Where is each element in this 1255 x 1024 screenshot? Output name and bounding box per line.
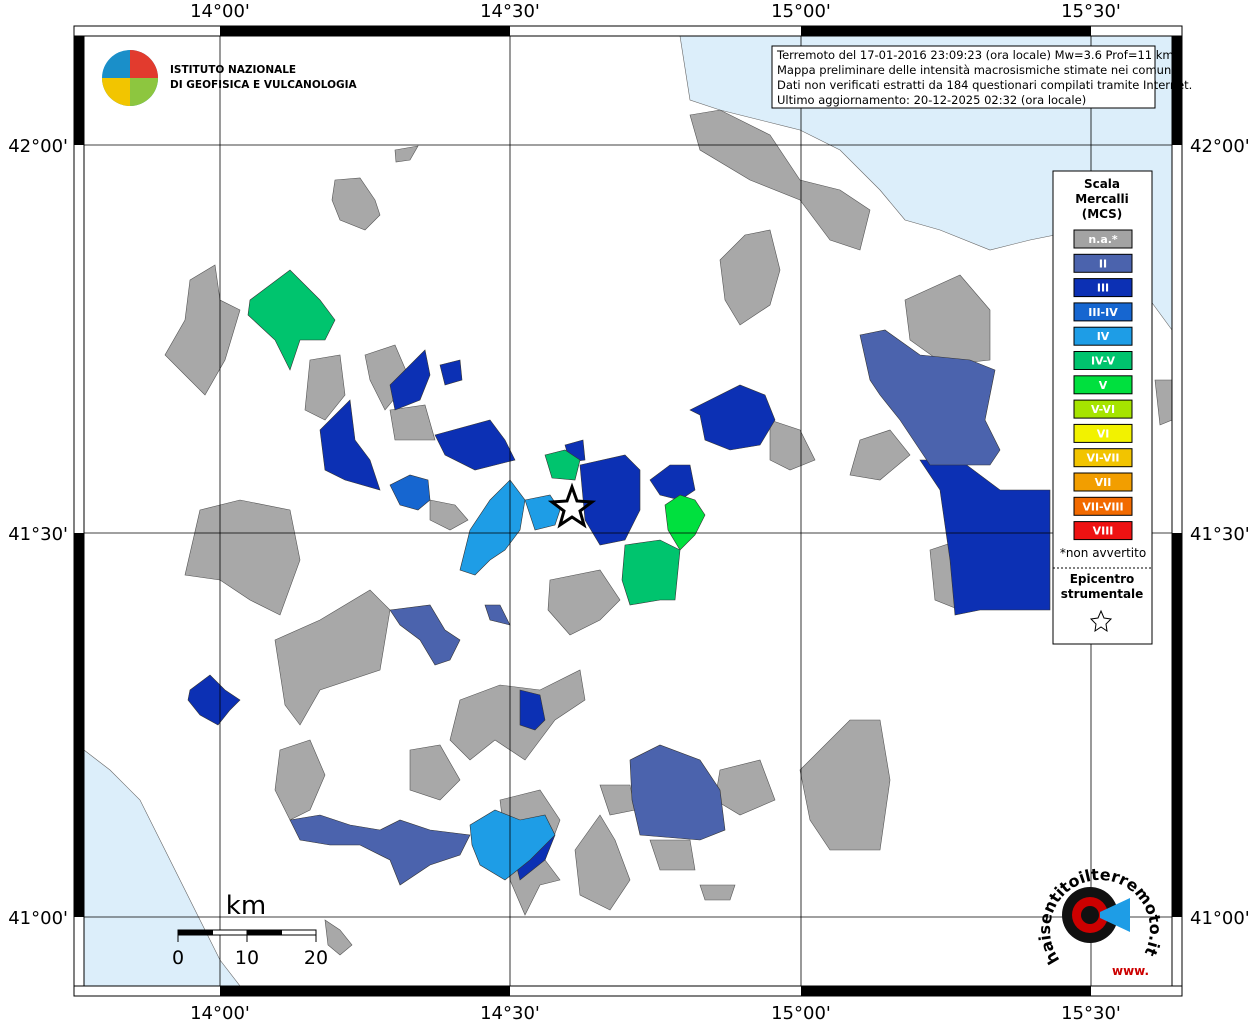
latitude-label: 41°30': [1190, 524, 1250, 545]
legend-label: VIII: [1093, 525, 1114, 538]
logo-text: ISTITUTO NAZIONALE: [170, 64, 296, 76]
latitude-label: 41°00': [1190, 908, 1250, 929]
frame-band: [801, 26, 1091, 36]
frame-band: [1172, 533, 1182, 917]
longitude-label: 14°30': [480, 1003, 540, 1024]
municipalities-felt: [187, 269, 1051, 886]
scale-label: 10: [235, 947, 259, 969]
longitude-label: 15°30': [1061, 1003, 1121, 1024]
legend-swatch: [1073, 472, 1133, 492]
scale-segment: [246, 929, 282, 936]
legend: ScalaMercalli(MCS)n.a.*IIIIIIII-IVIVIV-V…: [1052, 170, 1153, 645]
legend-swatch: [1073, 253, 1133, 273]
info-line: Ultimo aggiornamento: 20-12-2025 02:32 (…: [777, 93, 1086, 107]
ingv-logo: ISTITUTO NAZIONALE DI GEOFISICA E VULCAN…: [102, 50, 358, 106]
legend-label: III: [1097, 282, 1109, 295]
legend-swatch: [1073, 399, 1133, 419]
info-line: Mappa preliminare delle intensità macros…: [777, 63, 1174, 77]
legend-note: *non avvertito: [1060, 546, 1146, 560]
legend-label: V: [1099, 379, 1108, 392]
legend-swatch: [1073, 302, 1133, 322]
legend-label: III-IV: [1088, 306, 1118, 319]
scale-segment: [212, 929, 248, 936]
longitude-label: 15°30': [1061, 1, 1121, 22]
logo-horn: [1100, 898, 1130, 932]
longitude-label: 14°00': [190, 1003, 250, 1024]
legend-title: Mercalli: [1075, 192, 1129, 206]
frame-band: [220, 986, 510, 996]
legend-swatch: [1073, 423, 1133, 443]
frame-band: [74, 36, 84, 145]
legend-title: (MCS): [1082, 207, 1123, 221]
legend-epicenter: strumentale: [1061, 587, 1144, 601]
legend-swatch: [1073, 229, 1133, 249]
longitude-label: 14°00': [190, 1, 250, 22]
frame-band: [801, 986, 1091, 996]
sea: [679, 35, 1173, 331]
longitude-label: 15°00': [771, 1003, 831, 1024]
longitude-label: 15°00': [771, 1, 831, 22]
info-box: Terremoto del 17-01-2016 23:09:23 (ora l…: [771, 45, 1192, 109]
legend-swatch: [1073, 375, 1133, 395]
legend-swatch: [1073, 496, 1133, 516]
legend-label: IV-V: [1091, 355, 1116, 368]
longitude-label: 14°30': [480, 1, 540, 22]
latitude-label: 41°30': [8, 524, 68, 545]
latitude-label: 41°00': [8, 908, 68, 929]
scale-segment: [281, 929, 317, 936]
epicenter: [547, 482, 597, 529]
legend-star: [1089, 609, 1113, 633]
latitude-label: 42°00': [8, 136, 68, 157]
legend-swatch: [1073, 326, 1133, 346]
frame-band: [74, 533, 84, 917]
legend-label: VII-VIII: [1082, 500, 1123, 513]
scale-bar: km 0 10 20: [172, 891, 328, 969]
legend-label: VI: [1097, 427, 1110, 440]
scale-unit: km: [226, 891, 266, 921]
legend-label: IV: [1097, 330, 1110, 343]
scale-segment: [177, 929, 213, 936]
legend-swatch: [1073, 278, 1133, 298]
legend-label: II: [1099, 257, 1107, 270]
frame: [83, 35, 1173, 987]
graticule: 14°00' 14°00' 14°30' 14°30' 15°00' 15°00' 15°3…: [8, 1, 1250, 1024]
scale-label: 20: [304, 947, 328, 969]
latitude-label: 42°00': [1190, 136, 1250, 157]
legend-title: Scala: [1084, 177, 1120, 191]
logo-ring: [1081, 906, 1099, 924]
logo-prefix: www.: [1112, 964, 1149, 978]
frame-band: [220, 26, 510, 36]
scale-label: 0: [172, 947, 184, 969]
frame-band: [1172, 36, 1182, 145]
info-line: Terremoto del 17-01-2016 23:09:23 (ora l…: [776, 48, 1174, 62]
legend-swatch: [1073, 448, 1133, 468]
legend-label: VI-VII: [1086, 452, 1119, 465]
legend-swatch: [1073, 351, 1133, 370]
info-line: Dati non verificati estratti da 184 ques…: [777, 78, 1192, 92]
legend-label: V-VI: [1091, 403, 1115, 416]
legend-epicenter: Epicentro: [1070, 572, 1135, 586]
legend-label: n.a.*: [1088, 233, 1118, 246]
legend-label: VII: [1095, 476, 1112, 489]
logo-text: DI GEOFISICA E VULCANOLOGIA: [170, 79, 358, 91]
info-frame: [771, 45, 1156, 109]
legend-swatch: [1073, 521, 1133, 541]
